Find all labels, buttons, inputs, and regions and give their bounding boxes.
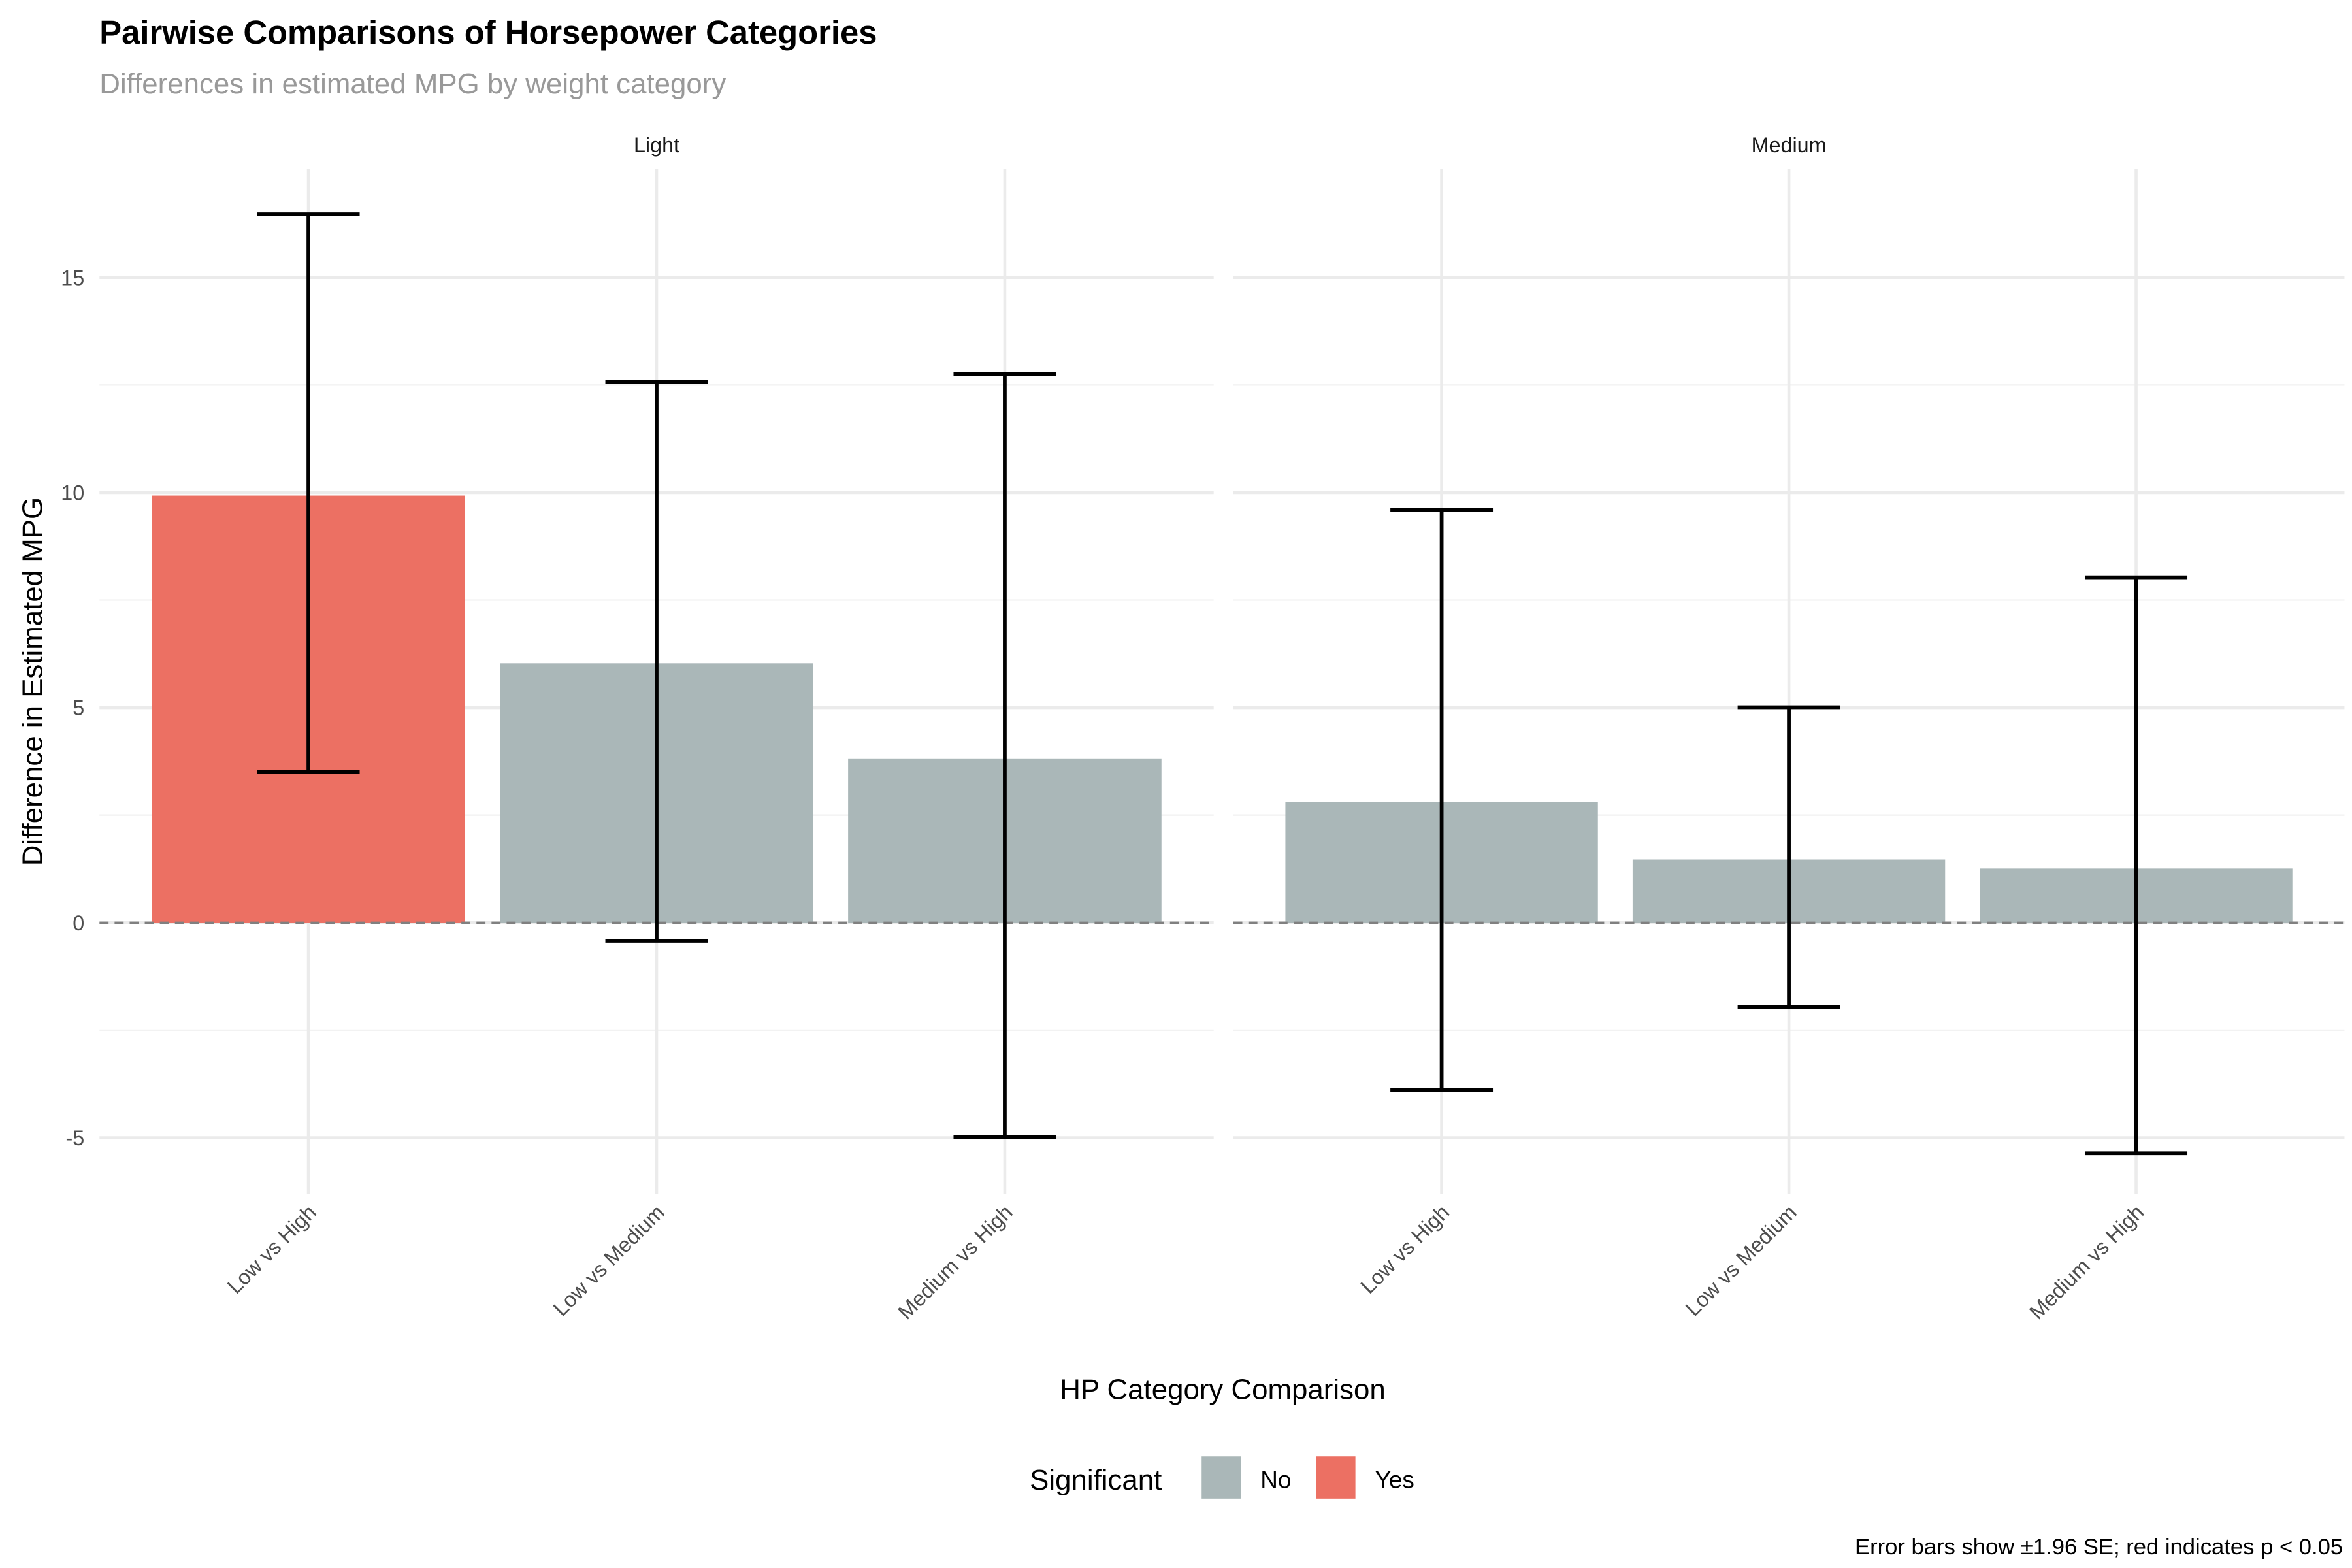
legend-label-yes: Yes xyxy=(1375,1467,1414,1494)
y-tick-label: 15 xyxy=(61,266,84,289)
y-tick-label: 10 xyxy=(61,481,84,504)
chart-subtitle: Differences in estimated MPG by weight c… xyxy=(99,68,726,100)
facet-label: Medium xyxy=(1752,133,1827,157)
legend-swatch-yes xyxy=(1316,1456,1356,1499)
y-tick-label: -5 xyxy=(66,1126,85,1150)
facet-label: Light xyxy=(634,133,679,157)
y-tick-label: 0 xyxy=(73,911,84,935)
error-bar xyxy=(1737,705,1840,1009)
caption: Error bars show ±1.96 SE; red indicates … xyxy=(1855,1535,2343,1560)
y-tick-label: 5 xyxy=(73,696,84,720)
error-bar xyxy=(2085,575,2188,1156)
x-axis-label: HP Category Comparison xyxy=(1060,1374,1386,1406)
x-tick-label: Low vs High xyxy=(223,1200,321,1298)
error-bar xyxy=(605,380,708,943)
chart-title: Pairwise Comparisons of Horsepower Categ… xyxy=(99,14,877,51)
x-tick-label: Low vs High xyxy=(1356,1200,1454,1298)
legend-title: Significant xyxy=(1030,1464,1162,1496)
x-tick-label: Low vs Medium xyxy=(549,1200,669,1320)
x-tick-label: Low vs Medium xyxy=(1681,1200,1801,1320)
legend-swatch-no xyxy=(1201,1456,1241,1499)
legend: Significant No Yes xyxy=(1030,1456,1414,1499)
x-tick-label: Medium vs High xyxy=(894,1200,1017,1324)
error-bar xyxy=(953,372,1056,1139)
error-bar xyxy=(1390,508,1494,1092)
x-tick-label: Medium vs High xyxy=(2025,1200,2148,1324)
legend-label-no: No xyxy=(1260,1467,1291,1494)
error-bar xyxy=(257,212,360,774)
y-axis-label: Difference in Estimated MPG xyxy=(17,497,49,866)
